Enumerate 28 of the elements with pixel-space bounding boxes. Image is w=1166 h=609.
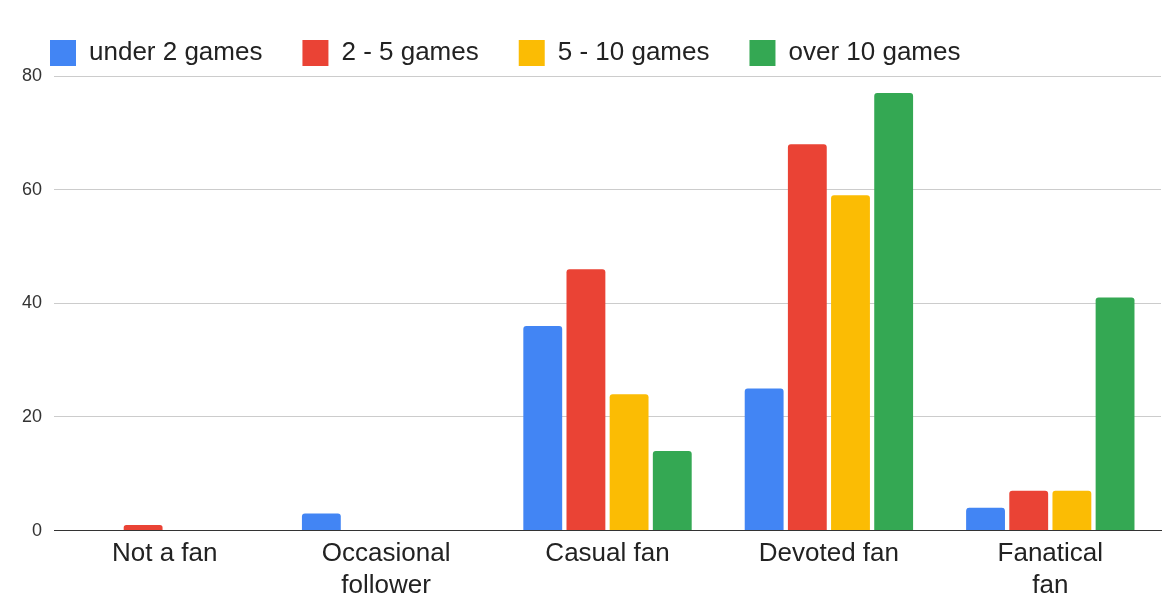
y-tick-label: 60 [21, 178, 43, 199]
bar [744, 388, 784, 531]
bar [123, 524, 163, 531]
bar [1052, 490, 1092, 531]
legend-label: 2 - 5 games [341, 36, 479, 67]
legend-label: under 2 games [89, 36, 263, 67]
x-tick-label: Casual fan [545, 537, 670, 568]
bar [966, 507, 1005, 531]
bar [301, 513, 341, 531]
bar [874, 93, 914, 531]
bar [1009, 490, 1049, 531]
y-tick-label: 20 [21, 405, 43, 426]
y-tick-label: 80 [21, 64, 43, 85]
x-tick-label: Devoted fan [758, 537, 900, 568]
bar [523, 326, 563, 531]
x-tick-label: Not a fan [111, 537, 218, 568]
bar [652, 451, 692, 531]
x-tick-label: Fanatical fan [997, 537, 1104, 599]
legend-label: over 10 games [788, 36, 961, 67]
x-tick-label: Occasional follower [321, 537, 451, 599]
bar [1095, 297, 1135, 531]
bar [787, 144, 827, 531]
bar [609, 394, 649, 531]
bar [831, 195, 870, 531]
bar [566, 269, 606, 531]
y-tick-label: 0 [32, 519, 43, 540]
legend-label: 5 - 10 games [557, 36, 710, 67]
y-tick-label: 40 [21, 292, 43, 313]
